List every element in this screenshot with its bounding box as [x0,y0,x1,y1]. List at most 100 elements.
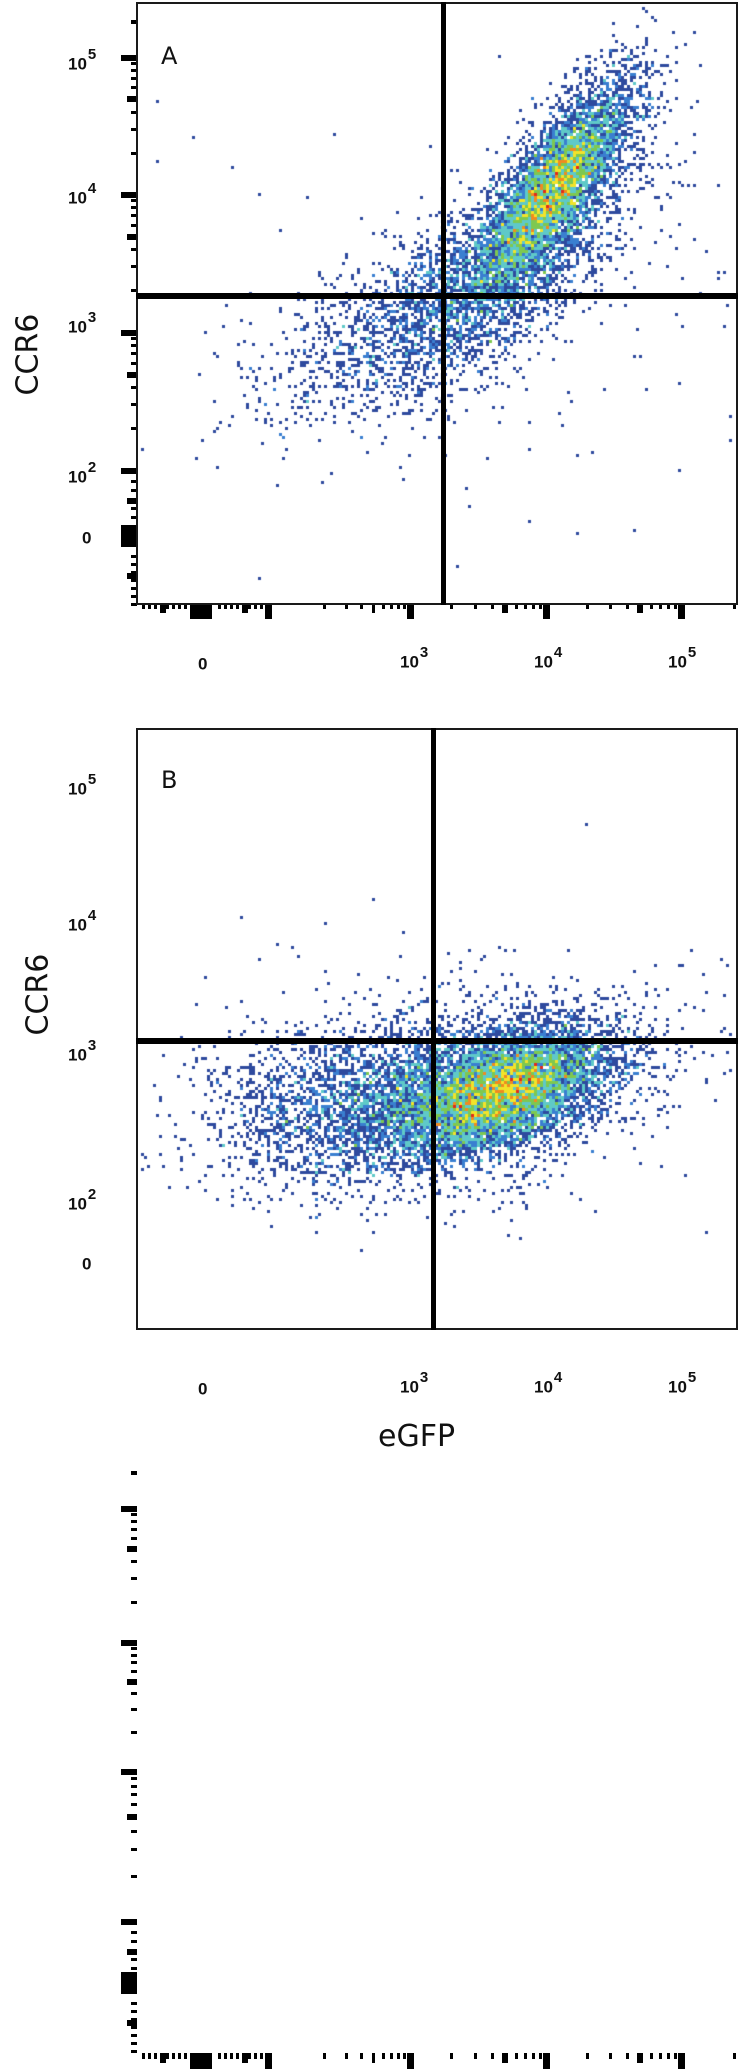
tick-mark [407,2053,414,2069]
tick-mark [344,603,348,609]
tick-mark [609,603,613,609]
tick-mark [131,2026,137,2029]
tick-mark [131,2042,137,2045]
tick-mark [148,2053,151,2059]
tick-mark [650,2053,654,2059]
quadrant-gate-horizontal[interactable] [136,293,738,299]
panel-letter: A [161,42,178,70]
tick-mark [490,2053,494,2059]
tick-mark [131,403,137,407]
tick-mark [178,603,181,609]
quadrant-gate-vertical[interactable] [431,728,436,1330]
tick-mark [360,603,364,609]
tick-mark [131,265,137,269]
tick-mark [127,573,137,579]
tick-mark [131,489,137,492]
tick-mark [673,603,677,609]
tick-mark [131,1513,137,1517]
tick-mark [131,427,137,431]
tick-mark [131,1803,137,1807]
y-tick-1e3: 103 [68,309,97,337]
x-tick-0: 0 [198,1379,208,1399]
panel-a: CCR6 105 104 103 102 0 A 0 103 104 105 [0,0,740,700]
tick-mark [585,2053,589,2059]
tick-mark [131,2050,137,2053]
tick-mark [142,603,145,609]
x-tick-1e3: 103 [400,1369,429,1397]
tick-mark [127,371,137,378]
x-axis-title: eGFP [378,1419,456,1454]
tick-mark [523,2053,527,2059]
density-scatter [138,730,736,1328]
quadrant-gate-horizontal[interactable] [136,1038,738,1044]
y-tick-1e2: 102 [68,459,97,487]
tick-mark [449,2053,453,2059]
tick-mark [131,77,137,81]
tick-mark [131,2002,137,2005]
tick-mark [142,2053,145,2059]
x-tick-1e5: 105 [668,644,697,672]
plot-area: A [136,2,738,605]
tick-mark [666,603,670,609]
tick-mark [127,1814,137,1821]
tick-mark [131,595,137,598]
tick-mark [127,233,137,240]
tick-mark [236,603,239,609]
tick-mark [514,2053,518,2059]
tick-mark [248,2053,251,2059]
x-tick-1e5: 105 [668,1369,697,1397]
tick-mark [265,2053,272,2069]
tick-mark [733,603,736,609]
tick-mark [473,2053,477,2059]
tick-mark [473,603,477,609]
tick-mark [131,20,137,24]
plot-area: B [136,728,738,1330]
tick-mark [678,603,685,619]
tick-mark [531,2053,535,2059]
tick-mark [626,2053,630,2059]
tick-mark [121,55,137,61]
tick-mark [585,603,589,609]
tick-mark [131,361,137,365]
tick-mark [166,2053,169,2059]
tick-mark [131,214,137,218]
tick-mark [543,2053,550,2069]
tick-mark [218,603,221,609]
tick-mark [131,247,137,251]
tick-mark [131,289,137,293]
tick-mark [254,2053,257,2059]
tick-mark [131,2010,137,2013]
tick-mark [131,555,137,558]
x-tick-1e4: 104 [534,644,563,672]
tick-mark [121,468,137,474]
tick-mark [381,603,385,609]
tick-mark [265,603,272,619]
tick-mark [131,1848,137,1852]
tick-mark [236,2053,239,2059]
tick-mark [131,1940,137,1943]
tick-mark [131,603,137,606]
tick-mark [131,62,137,66]
quadrant-gate-vertical[interactable] [441,2,446,605]
tick-mark [502,603,509,613]
tick-mark [323,603,327,609]
x-tick-1e4: 104 [534,1369,563,1397]
tick-mark [397,2053,401,2059]
tick-mark [131,516,137,519]
tick-mark [121,1506,137,1512]
tick-mark [131,1874,137,1878]
tick-mark [131,1527,137,1531]
density-scatter [138,4,736,603]
tick-mark [131,199,137,203]
tick-mark [131,1600,137,1604]
tick-mark [127,2020,137,2026]
tick-mark [131,507,137,510]
tick-mark [650,603,654,609]
tick-mark [131,1784,137,1788]
tick-mark [242,603,248,613]
tick-mark [218,2053,221,2059]
tick-mark [131,571,137,574]
tick-mark [248,603,251,609]
tick-mark [160,603,166,613]
tick-mark [131,563,137,566]
